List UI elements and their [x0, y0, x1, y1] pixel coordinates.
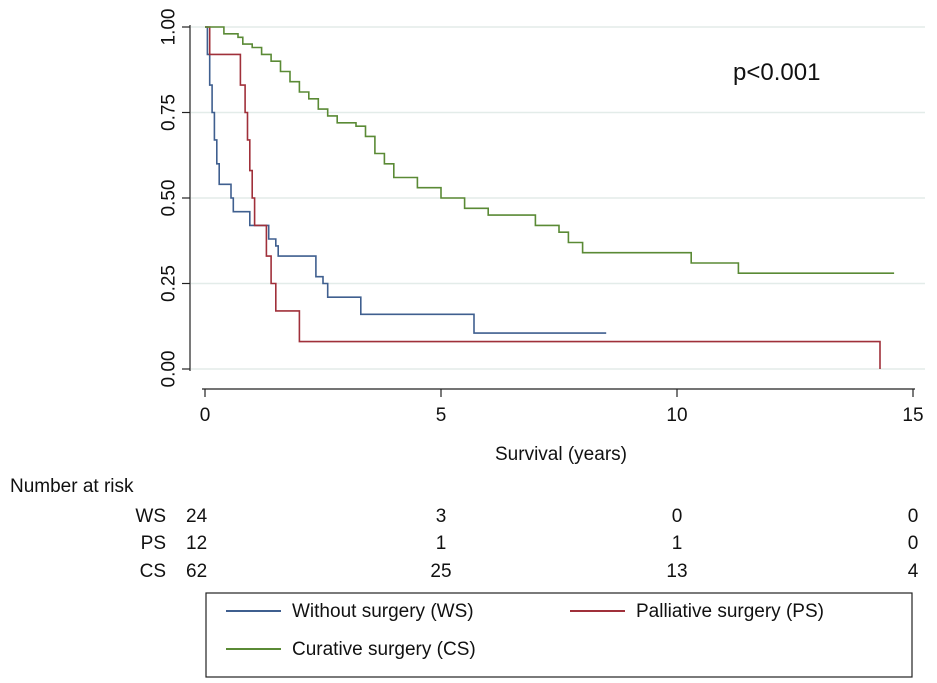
number-at-risk-table: Number at risk WS 24 3 0 0 PS 12 1 1 0 CS 62 25 13 4 [10, 476, 919, 582]
y-tick-label: 0.25 [159, 265, 180, 302]
legend-label: Without surgery (WS) [292, 601, 474, 622]
y-tick-label: 1.00 [159, 9, 180, 46]
risk-count: 4 [908, 561, 919, 582]
risk-row-label: CS [140, 561, 166, 582]
risk-count: 13 [666, 561, 687, 582]
x-axis-title: Survival (years) [495, 444, 627, 465]
grid-lines [191, 26, 925, 370]
legend-label: Curative surgery (CS) [292, 639, 476, 660]
series-line-ws [205, 26, 607, 334]
risk-count: 0 [672, 506, 683, 527]
risk-count: 25 [430, 561, 451, 582]
x-tick-label: 5 [436, 405, 447, 426]
risk-count: 1 [672, 533, 683, 554]
risk-count: 0 [908, 533, 919, 554]
risk-count: 24 [186, 506, 208, 527]
risk-row-label: WS [135, 506, 166, 527]
x-tick-label: 15 [902, 405, 923, 426]
series-lines [205, 26, 895, 369]
y-tick-label: 0.00 [159, 351, 180, 388]
legend-box [205, 592, 913, 678]
series-line-ps [205, 26, 881, 369]
y-tick-label: 0.75 [159, 94, 180, 131]
legend: Without surgery (WS) Palliative surgery (… [205, 592, 913, 678]
risk-count: 62 [186, 561, 207, 582]
p-value-annotation: p<0.001 [733, 59, 820, 86]
series-line-cs [205, 26, 895, 274]
x-tick-label: 10 [666, 405, 687, 426]
risk-count: 1 [436, 533, 447, 554]
y-tick-label: 0.50 [159, 180, 180, 217]
axis-ticks: 0.00 0.25 0.50 0.75 1.00 0 5 10 15 [159, 9, 924, 426]
risk-count: 0 [908, 506, 919, 527]
risk-row-label: PS [141, 533, 166, 554]
risk-table-title: Number at risk [10, 476, 134, 497]
legend-label: Palliative surgery (PS) [636, 601, 824, 622]
risk-count: 12 [186, 533, 207, 554]
x-tick-label: 0 [200, 405, 211, 426]
risk-count: 3 [436, 506, 447, 527]
